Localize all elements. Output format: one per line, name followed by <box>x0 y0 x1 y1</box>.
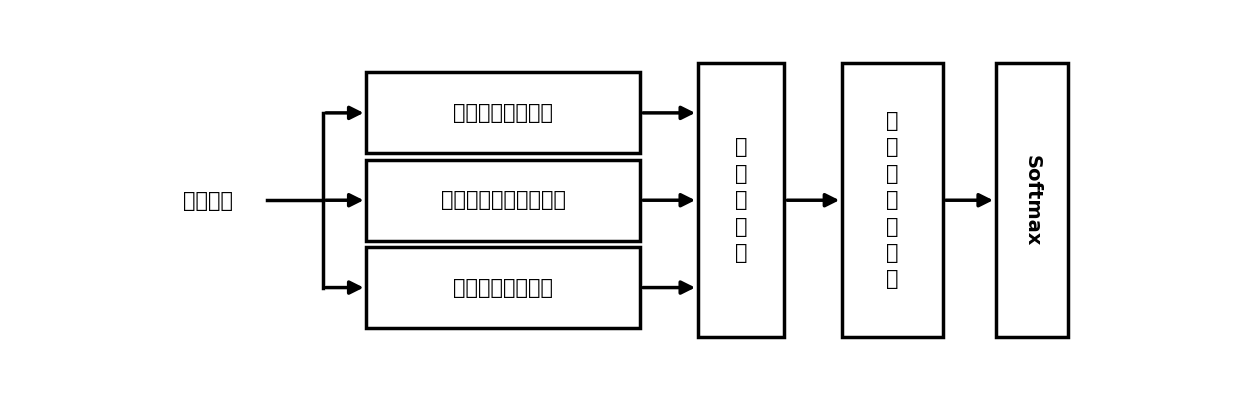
FancyBboxPatch shape <box>842 63 942 338</box>
FancyBboxPatch shape <box>367 247 640 328</box>
FancyBboxPatch shape <box>698 63 785 338</box>
FancyBboxPatch shape <box>996 63 1068 338</box>
Text: 恒等映射分支卷积网络: 恒等映射分支卷积网络 <box>441 190 565 210</box>
FancyBboxPatch shape <box>367 72 640 154</box>
FancyBboxPatch shape <box>367 160 640 241</box>
Text: 去噪分支卷积网络: 去噪分支卷积网络 <box>454 277 553 298</box>
Text: 低频分支卷积网络: 低频分支卷积网络 <box>454 103 553 123</box>
Text: 特
征
融
合
层: 特 征 融 合 层 <box>735 137 748 263</box>
Text: 全
局
平
均
池
化
层: 全 局 平 均 池 化 层 <box>887 111 899 289</box>
Text: Softmax: Softmax <box>1023 154 1042 246</box>
Text: 输入信号: 输入信号 <box>182 191 233 211</box>
